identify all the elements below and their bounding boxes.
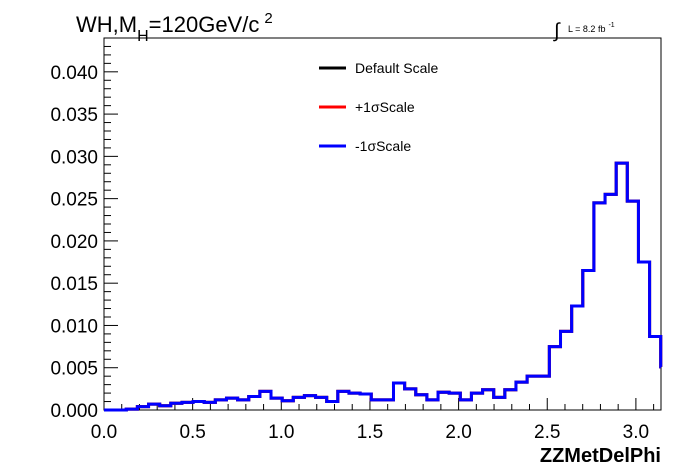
title-rest: =120GeV/c	[149, 12, 260, 37]
chart-title: WH,MH=120GeV/c 2	[76, 10, 273, 45]
lumi-text: L = 8.2 fb	[568, 24, 605, 34]
x-axis: 0.0 0.5 1.0 1.5 2.0 2.5 3.0	[91, 398, 655, 443]
x-tick-label: 1.5	[357, 422, 383, 443]
y-tick-label: 0.025	[50, 190, 98, 211]
lumi-superscript: -1	[608, 22, 614, 29]
x-tick-label: 2.5	[534, 422, 560, 443]
y-tick-label: 0.005	[50, 359, 98, 380]
title-subscript: H	[137, 28, 149, 45]
x-axis-label: ZZMetDelPhi	[540, 445, 661, 467]
title-superscript: 2	[264, 10, 272, 27]
y-tick-label: 0.030	[50, 147, 98, 168]
x-tick-label: 0.0	[91, 422, 117, 443]
y-tick-label: 0.040	[50, 63, 98, 84]
series-layer	[104, 161, 663, 412]
x-tick-label: 3.0	[623, 422, 649, 443]
legend-label: -1σScale	[355, 138, 411, 154]
y-tick-label: 0.035	[50, 105, 98, 126]
x-tick-label: 1.0	[268, 422, 294, 443]
y-tick-label: 0.000	[50, 401, 98, 422]
y-tick-label: 0.020	[50, 232, 98, 253]
lumi-label: L = 8.2 fb -1	[568, 22, 615, 34]
x-tick-label: 0.5	[179, 422, 205, 443]
legend: Default Scale +1σScale -1σScale	[319, 60, 438, 154]
x-tick-label: 2.0	[445, 422, 471, 443]
y-axis: 0.000 0.005 0.010 0.015 0.020 0.025 0.030 0.035…	[50, 37, 118, 422]
y-tick-label: 0.010	[50, 316, 98, 337]
title-main: WH,M	[76, 12, 137, 37]
series-line-3	[104, 161, 663, 412]
legend-label: +1σScale	[355, 99, 415, 115]
lumi-integral-sign: ∫	[553, 20, 561, 42]
y-tick-label: 0.015	[50, 274, 98, 295]
legend-label: Default Scale	[355, 60, 438, 76]
